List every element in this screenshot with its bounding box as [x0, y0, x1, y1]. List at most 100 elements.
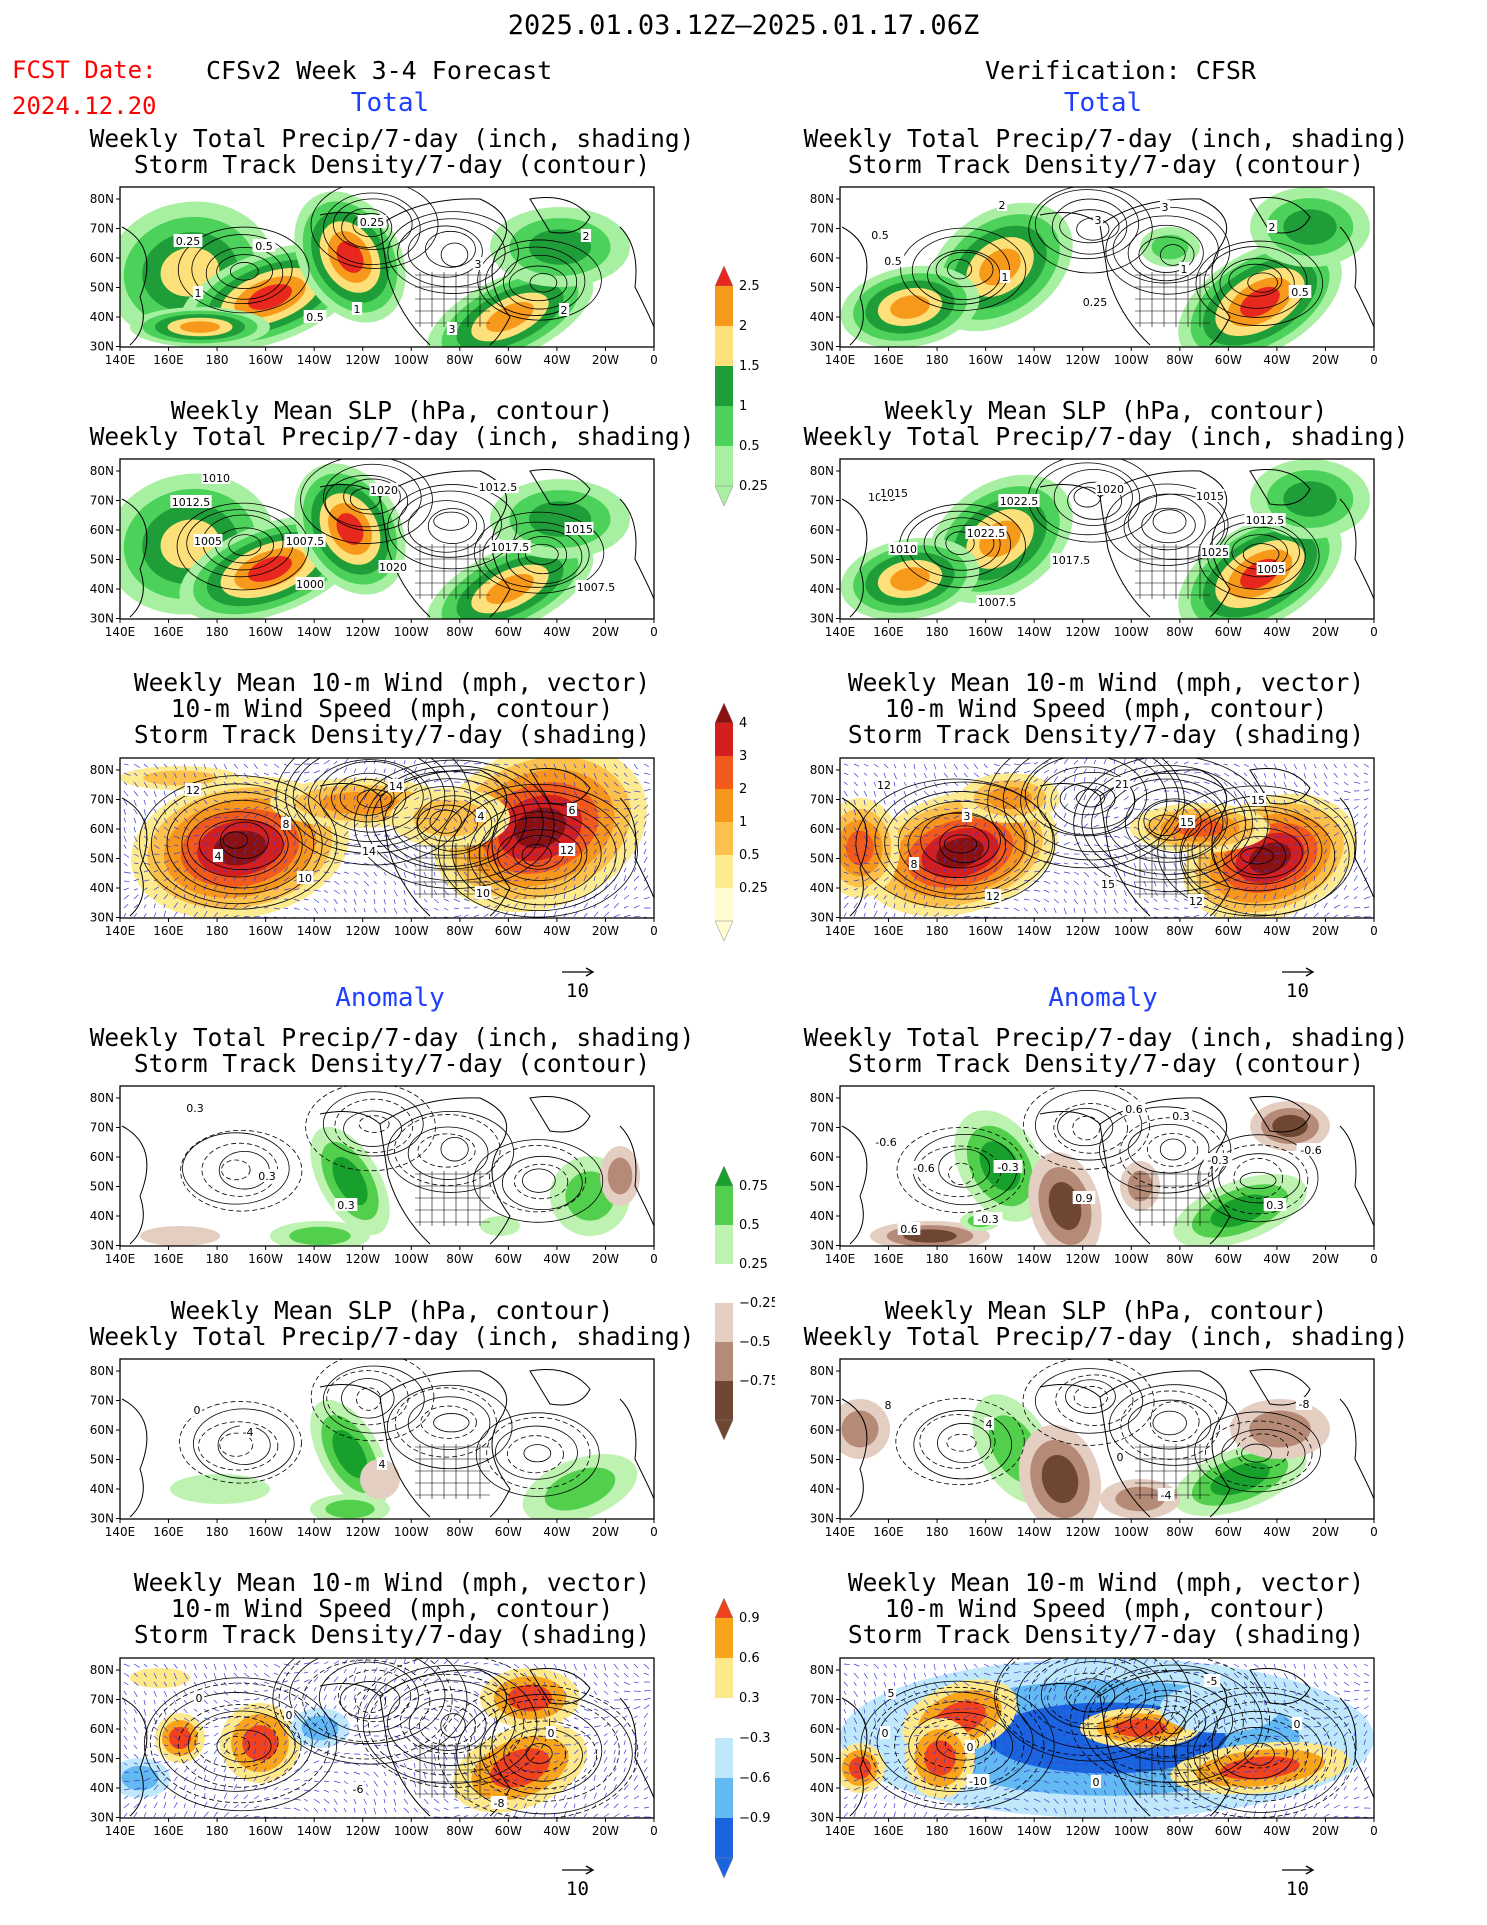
lon-tick-label: 140E [825, 924, 856, 938]
lon-tick-label: 20W [592, 1252, 619, 1266]
svg-text:0: 0 [196, 1692, 203, 1705]
colorbar-segment [714, 702, 734, 724]
coastlines [841, 1667, 1374, 1817]
lon-tick-label: 120W [345, 1824, 380, 1838]
contour-label: 1 [192, 286, 204, 300]
shading-region [336, 241, 364, 273]
colorbar-segment [715, 1225, 733, 1264]
map-frame [119, 1657, 655, 1819]
lon-tick-label: 160E [153, 353, 184, 367]
lon-tick-label: 40W [543, 924, 570, 938]
svg-text:1020: 1020 [370, 484, 398, 497]
colorbar-segment [715, 1618, 733, 1658]
map-frame [119, 186, 655, 348]
contour-label: 1007.5 [575, 580, 617, 594]
map-frame [839, 1657, 1375, 1819]
title-al3: Weekly Mean 10-m Wind (mph, vector) 10-m… [80, 1570, 704, 1648]
lon-tick-label: 160W [968, 1824, 1003, 1838]
contour-label: 0.5 [881, 254, 905, 268]
map-svg: 1012.5 1007.5 1020 1012.5 1015 1005 1000 1020 10… [90, 458, 658, 639]
title-line: Weekly Mean SLP (hPa, contour) [884, 396, 1328, 425]
lon-tick-label: 20W [1312, 1252, 1339, 1266]
lon-tick-label: 0 [650, 625, 658, 639]
contour-label: 1012.5 [1244, 513, 1286, 527]
lat-tick-label: 30N [810, 1512, 834, 1526]
lon-tick-label: 140E [825, 1824, 856, 1838]
shading-region [1210, 1462, 1270, 1496]
svg-text:1017.5: 1017.5 [1052, 554, 1091, 567]
lat-tick-label: 40N [90, 881, 114, 895]
contour-label: 15 [1249, 793, 1267, 807]
title-line: Storm Track Density/7-day (shading) [847, 720, 1365, 749]
lon-tick-label: 60W [1215, 625, 1242, 639]
contour-label: 10 [296, 871, 314, 885]
lat-tick-label: 70N [810, 1121, 834, 1135]
lat-tick-label: 40N [810, 881, 834, 895]
lon-tick-label: 100W [1114, 1525, 1149, 1539]
svg-text:8: 8 [885, 1399, 892, 1412]
lat-tick-label: 60N [90, 251, 114, 265]
shading-region [544, 1467, 616, 1511]
contour-label: 0.3 [1169, 1109, 1193, 1123]
title-line: Storm Track Density/7-day (contour) [133, 1049, 651, 1078]
lat-tick-label: 40N [810, 1482, 834, 1496]
coastlines [121, 1368, 654, 1518]
lon-tick-label: 140W [1017, 1252, 1052, 1266]
lon-tick-label: 20W [592, 924, 619, 938]
svg-text:-0.3: -0.3 [977, 1213, 998, 1226]
svg-text:15: 15 [1101, 878, 1115, 891]
lon-tick-label: 20W [1312, 1824, 1339, 1838]
contour-label: -8 [1295, 1397, 1313, 1411]
colorbar-segment [715, 1698, 733, 1738]
lon-tick-label: 100W [394, 1525, 429, 1539]
lat-tick-label: 80N [810, 464, 834, 478]
coastlines [121, 196, 654, 346]
lon-tick-label: 120W [1065, 924, 1100, 938]
lon-tick-label: 160E [153, 924, 184, 938]
lon-tick-label: 100W [394, 1824, 429, 1838]
lat-tick-label: 80N [810, 1091, 834, 1105]
svg-text:3: 3 [964, 810, 971, 823]
lon-tick-label: 20W [1312, 1525, 1339, 1539]
period-title: 2025.01.03.12Z–2025.01.17.06Z [507, 10, 980, 41]
lat-tick-label: 70N [90, 793, 114, 807]
colorbar-label: −0.5 [739, 1335, 771, 1350]
lon-tick-label: 0 [1370, 1252, 1378, 1266]
lon-tick-label: 20W [592, 625, 619, 639]
map-svg: 0.5 1 0.25 3 2 0.5 2 3 1 0.5 140E 160E 180 160W 140W 12… [810, 186, 1378, 367]
lon-tick-label: 160E [873, 1824, 904, 1838]
shading-region [1113, 1719, 1167, 1737]
contour-label: 14 [387, 779, 405, 793]
lon-tick-label: 160W [968, 1252, 1003, 1266]
svg-text:1012.5: 1012.5 [1246, 514, 1285, 527]
lon-tick-label: 40W [543, 1252, 570, 1266]
lon-tick-label: 180 [926, 924, 949, 938]
contour-label: 1010 [201, 471, 231, 485]
map-frame [839, 458, 1375, 620]
colorbar-segment [714, 1597, 734, 1619]
fcst-date-value: 2024.12.20 [12, 92, 157, 120]
svg-text:1020: 1020 [379, 561, 407, 574]
colorbar-segment [715, 1186, 733, 1225]
colorbar-segment [714, 1857, 734, 1879]
svg-text:0.6: 0.6 [1125, 1103, 1143, 1116]
colorbar-label: 3 [739, 749, 747, 764]
title-al1: Weekly Total Precip/7-day (inch, shading… [80, 1025, 704, 1077]
lon-tick-label: 120W [1065, 625, 1100, 639]
lon-tick-label: 160W [968, 1525, 1003, 1539]
map-panel-total-wind-track-forecast: 12 8 14 10 6 4 10 14 4 12 140E 160E 180 160W 140W 120W 1… [80, 757, 660, 948]
lon-tick-label: 100W [1114, 625, 1149, 639]
title-tr2: Weekly Mean SLP (hPa, contour) Weekly To… [794, 398, 1418, 450]
colorbar-segment [715, 756, 733, 789]
lat-tick-label: 80N [90, 763, 114, 777]
vector-reference-right-total: 10 [1282, 960, 1316, 1002]
contour-lines [138, 758, 638, 918]
contour-label: 0.25 [173, 234, 203, 248]
svg-text:1010: 1010 [889, 543, 917, 556]
lon-tick-label: 140E [825, 1252, 856, 1266]
lon-tick-label: 140E [105, 1824, 136, 1838]
title-tl1: Weekly Total Precip/7-day (inch, shading… [80, 126, 704, 178]
lat-tick-label: 70N [90, 1121, 114, 1135]
contour-lines [896, 1086, 1319, 1223]
map-panel-total-precip-track-forecast: 0.25 0.5 1 3 2 1 0.5 0.25 3 2 140E 160E 180 160W 140W 1… [80, 186, 660, 377]
